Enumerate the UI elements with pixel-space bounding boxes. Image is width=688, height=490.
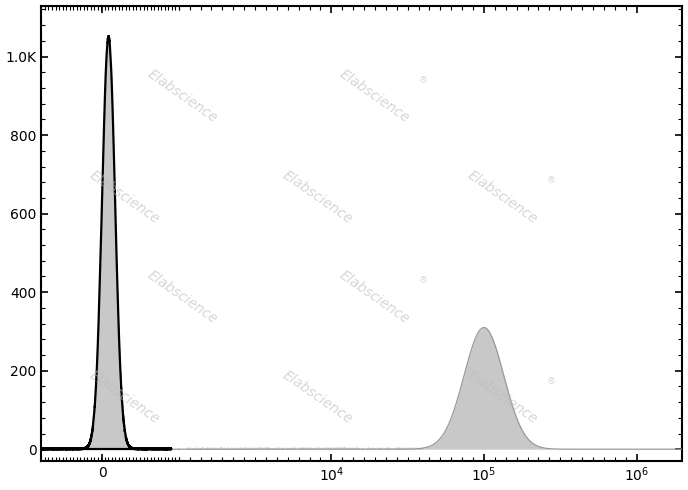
Text: ®: ®	[546, 377, 555, 386]
Text: Elabscience: Elabscience	[337, 68, 412, 126]
Text: Elabscience: Elabscience	[145, 268, 220, 326]
Text: Elabscience: Elabscience	[279, 168, 354, 226]
Text: ®: ®	[418, 276, 427, 286]
Text: Elabscience: Elabscience	[337, 268, 412, 326]
Text: Elabscience: Elabscience	[87, 368, 162, 426]
Text: Elabscience: Elabscience	[145, 68, 220, 126]
Text: Elabscience: Elabscience	[279, 368, 354, 426]
Text: Elabscience: Elabscience	[465, 368, 541, 426]
Text: Elabscience: Elabscience	[87, 168, 162, 226]
Text: ®: ®	[546, 176, 555, 185]
Text: ®: ®	[418, 76, 427, 85]
Text: Elabscience: Elabscience	[465, 168, 541, 226]
